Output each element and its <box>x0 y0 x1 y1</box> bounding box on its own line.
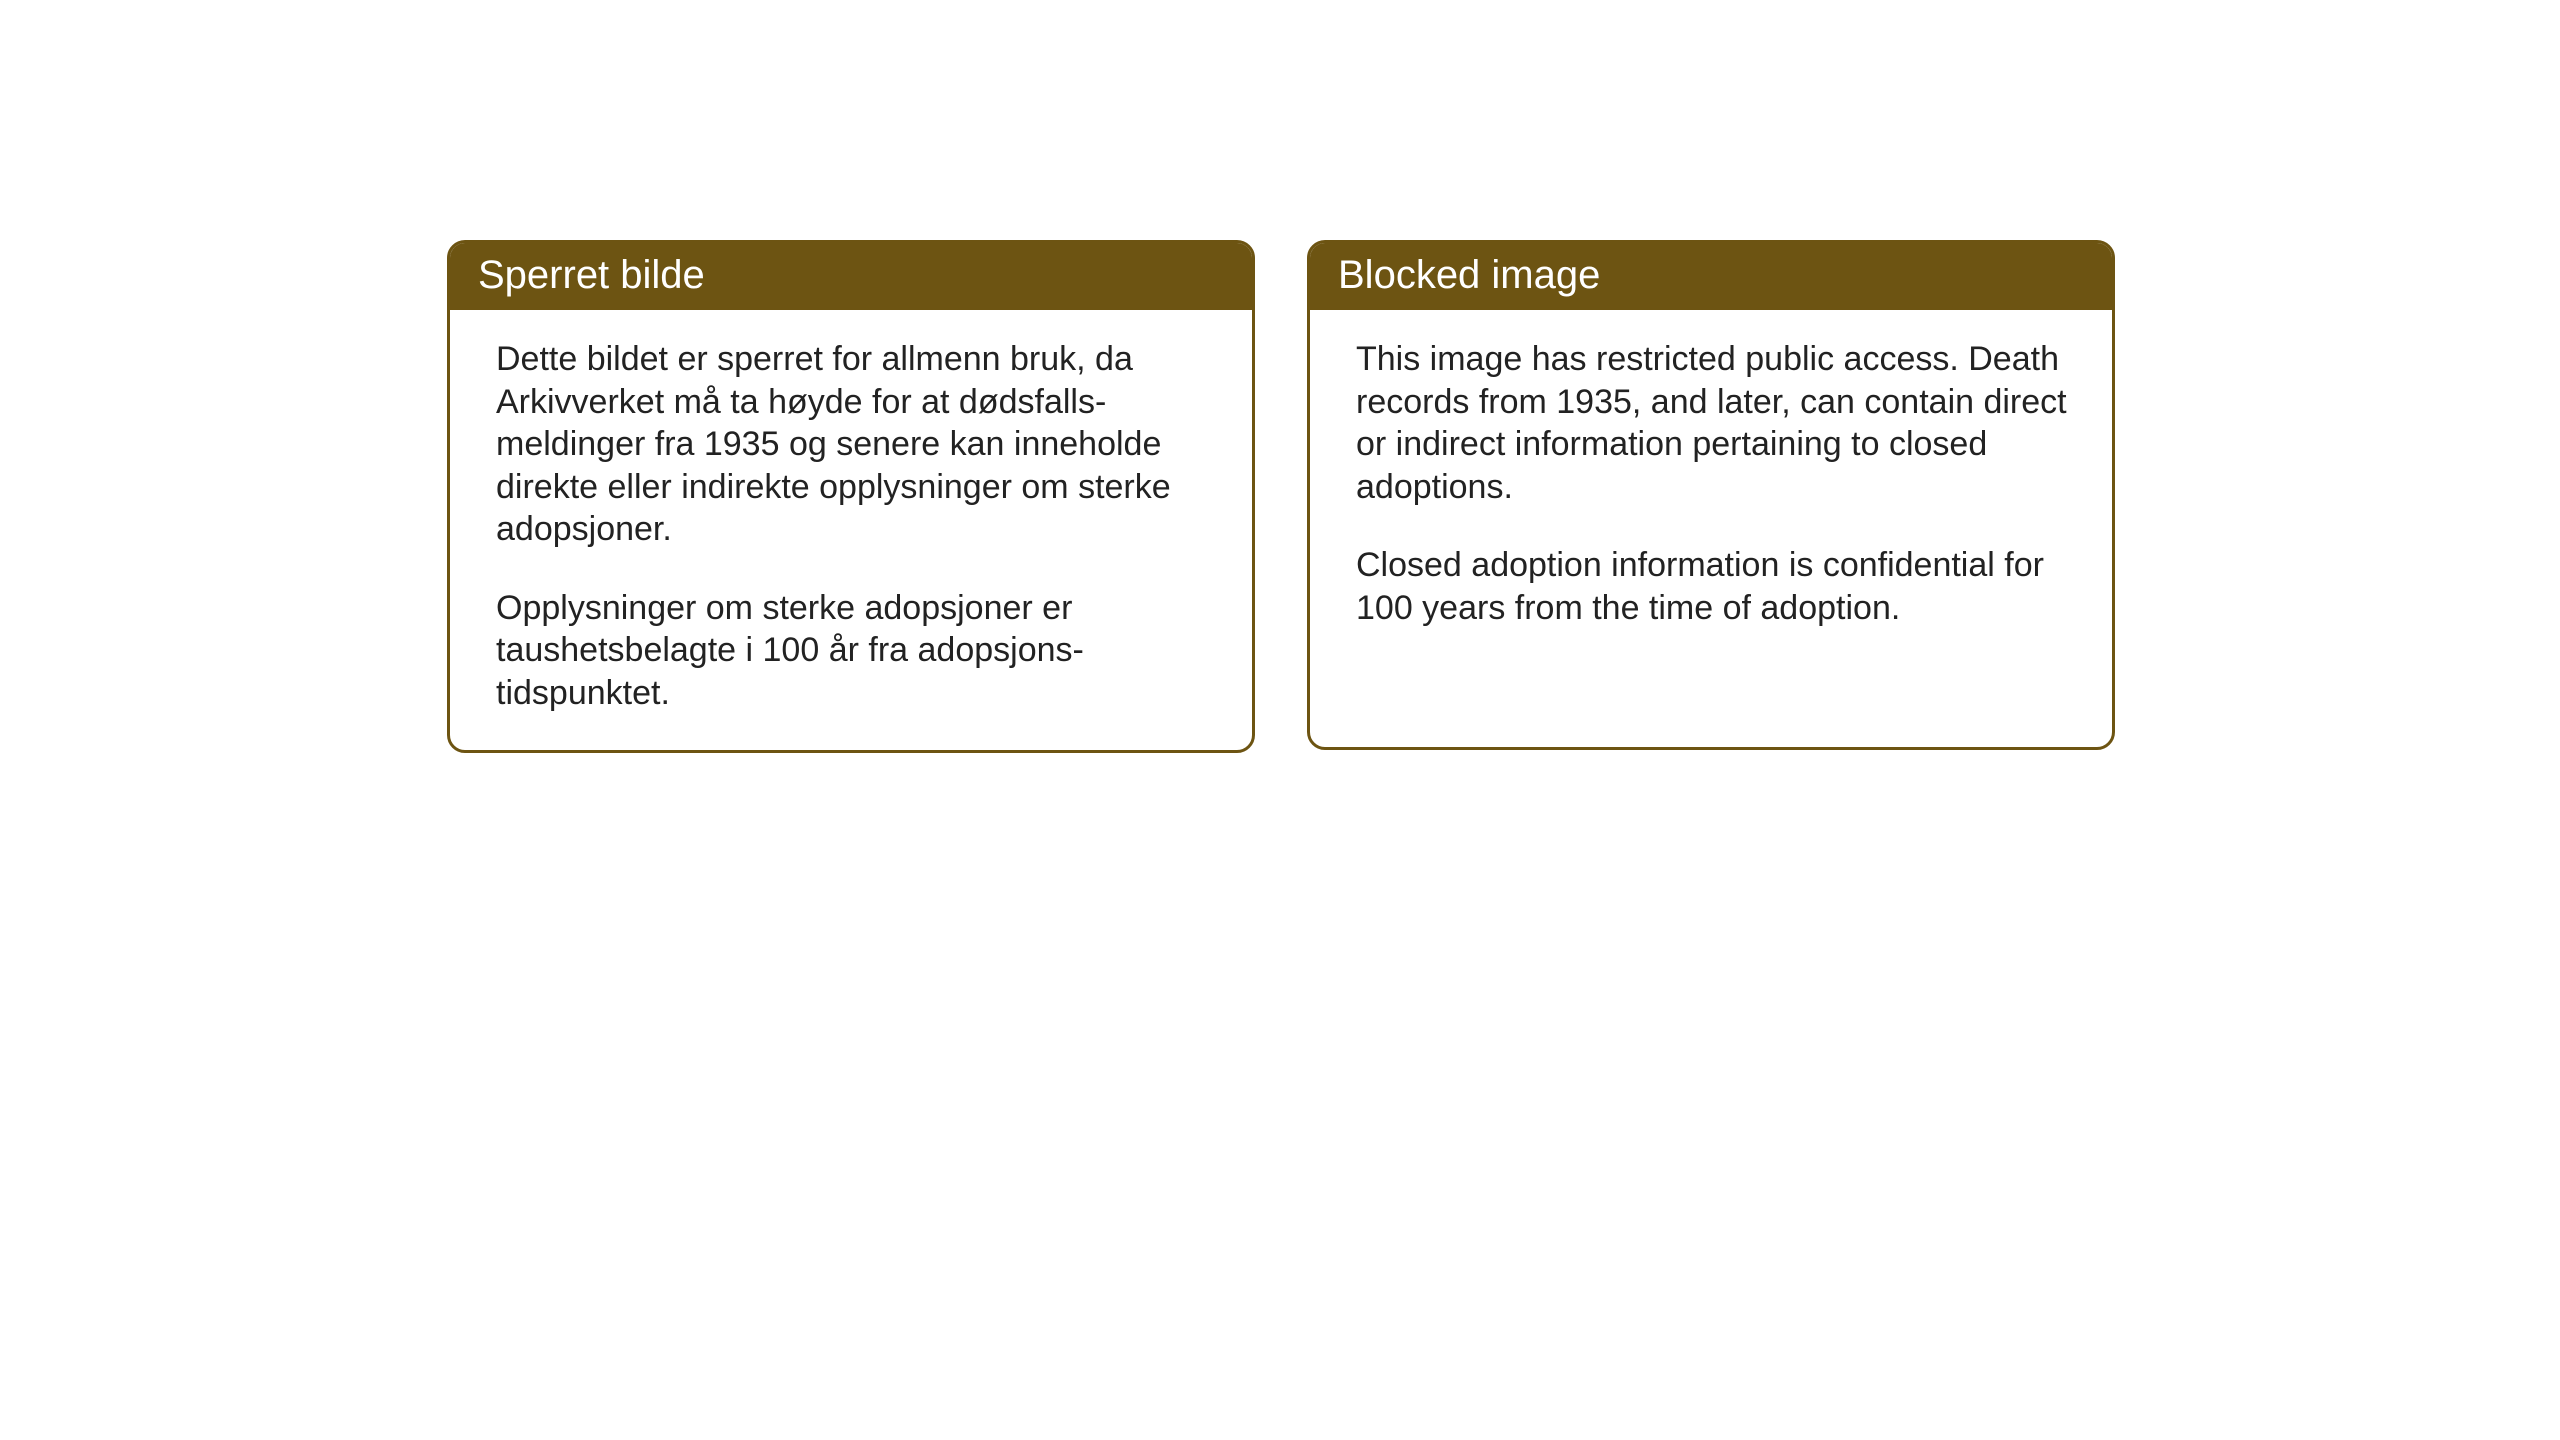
card-norwegian-paragraph-2: Opplysninger om sterke adopsjoner er tau… <box>496 587 1210 715</box>
card-english-title: Blocked image <box>1338 253 1600 297</box>
card-english-paragraph-1: This image has restricted public access.… <box>1356 338 2070 508</box>
card-norwegian-header: Sperret bilde <box>450 243 1252 310</box>
card-norwegian-body: Dette bildet er sperret for allmenn bruk… <box>450 310 1252 750</box>
card-english: Blocked image This image has restricted … <box>1307 240 2115 750</box>
card-norwegian-paragraph-1: Dette bildet er sperret for allmenn bruk… <box>496 338 1210 551</box>
card-english-paragraph-2: Closed adoption information is confident… <box>1356 544 2070 629</box>
card-norwegian-title: Sperret bilde <box>478 253 705 297</box>
cards-container: Sperret bilde Dette bildet er sperret fo… <box>447 240 2115 753</box>
card-english-body: This image has restricted public access.… <box>1310 310 2112 665</box>
card-norwegian: Sperret bilde Dette bildet er sperret fo… <box>447 240 1255 753</box>
card-english-header: Blocked image <box>1310 243 2112 310</box>
